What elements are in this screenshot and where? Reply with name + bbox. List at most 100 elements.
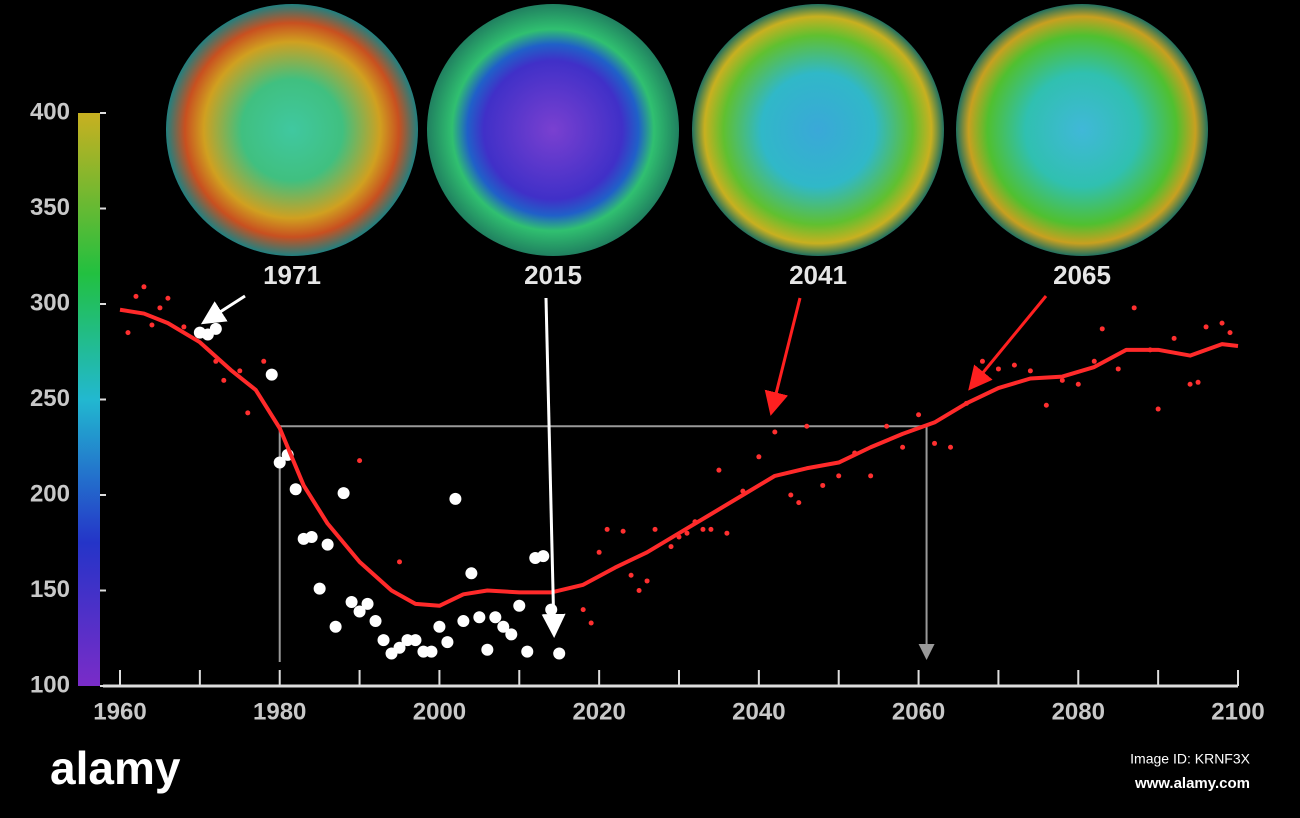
data-point: [788, 492, 794, 498]
data-point: [724, 530, 730, 536]
y-tick-label: 100: [30, 671, 70, 698]
data-point: [245, 410, 251, 416]
data-point: [1187, 381, 1193, 387]
color-bar: [78, 113, 100, 686]
data-point: [1011, 362, 1017, 368]
y-tick-label: 250: [30, 385, 70, 412]
data-point: [684, 530, 690, 536]
data-point: [513, 599, 526, 612]
data-point: [979, 358, 985, 364]
data-point: [1219, 320, 1225, 326]
data-point: [273, 456, 286, 469]
globe: [692, 4, 944, 256]
data-point: [353, 605, 366, 618]
x-tick-label: 2000: [413, 698, 466, 725]
x-tick-label: 1980: [253, 698, 306, 725]
data-point: [756, 454, 762, 460]
data-point: [321, 538, 334, 551]
data-point: [181, 324, 187, 330]
data-point: [868, 473, 874, 479]
data-point: [995, 366, 1001, 372]
globe-label: 2041: [789, 260, 847, 290]
y-tick-label: 200: [30, 480, 70, 507]
data-point: [900, 444, 906, 450]
data-point: [449, 492, 462, 505]
globe: [956, 4, 1208, 256]
data-point: [261, 358, 267, 364]
data-point: [505, 628, 518, 641]
data-point: [425, 645, 438, 658]
x-tick-label: 2080: [1052, 698, 1105, 725]
data-point: [521, 645, 534, 658]
data-point: [1059, 377, 1065, 383]
image-id: Image ID: KRNF3X: [1130, 751, 1250, 767]
y-tick-label: 150: [30, 576, 70, 603]
data-point: [596, 549, 602, 555]
data-point: [265, 368, 278, 381]
data-point: [289, 483, 302, 496]
data-point: [433, 620, 446, 633]
globe-label: 2065: [1053, 260, 1111, 290]
data-point: [700, 526, 706, 532]
data-point: [716, 467, 722, 473]
data-point: [369, 615, 382, 628]
data-point: [337, 487, 350, 500]
x-tick-label: 2060: [892, 698, 945, 725]
arrow: [764, 297, 802, 416]
data-point: [1043, 402, 1049, 408]
data-point: [884, 423, 890, 429]
data-point: [1131, 305, 1137, 311]
data-point: [1115, 366, 1121, 372]
data-point: [209, 322, 222, 335]
data-point: [820, 482, 826, 488]
data-point: [465, 567, 478, 580]
data-point: [377, 634, 390, 647]
y-tick-label: 350: [30, 194, 70, 221]
data-point: [489, 611, 502, 624]
data-point: [1091, 358, 1097, 364]
data-point: [345, 595, 358, 608]
data-point: [473, 611, 486, 624]
data-point: [644, 578, 650, 584]
arrow: [541, 297, 566, 638]
globe: [427, 4, 679, 256]
data-point: [1027, 368, 1033, 374]
data-point: [237, 368, 243, 374]
data-point: [457, 615, 470, 628]
globe: [166, 4, 418, 256]
y-tick-label: 300: [30, 289, 70, 316]
data-point: [1075, 381, 1081, 387]
data-point: [497, 620, 510, 633]
data-point: [916, 412, 922, 418]
data-point: [313, 582, 326, 595]
data-point: [305, 531, 318, 544]
data-point: [481, 643, 494, 656]
data-point: [553, 647, 566, 660]
data-point: [149, 322, 155, 328]
y-tick-label: 400: [30, 98, 70, 125]
arrow: [968, 295, 1048, 391]
globe-label: 1971: [263, 260, 321, 290]
data-point: [652, 526, 658, 532]
data-point: [772, 429, 778, 435]
data-point: [668, 544, 674, 550]
data-point: [708, 526, 714, 532]
x-tick-label: 2020: [572, 698, 625, 725]
guide-line: [278, 425, 935, 662]
data-point: [157, 305, 163, 311]
data-point: [1203, 324, 1209, 330]
data-point: [932, 440, 938, 446]
data-point: [628, 572, 634, 578]
x-tick-label: 2040: [732, 698, 785, 725]
data-point: [620, 528, 626, 534]
x-tick-label: 1960: [93, 698, 146, 725]
data-point: [221, 377, 227, 383]
x-tick-label: 2100: [1211, 698, 1264, 725]
data-point: [141, 284, 147, 290]
arrow: [200, 294, 246, 325]
data-point: [361, 597, 374, 610]
data-point: [1171, 335, 1177, 341]
watermark: alamy: [50, 742, 181, 794]
data-point: [165, 295, 171, 301]
